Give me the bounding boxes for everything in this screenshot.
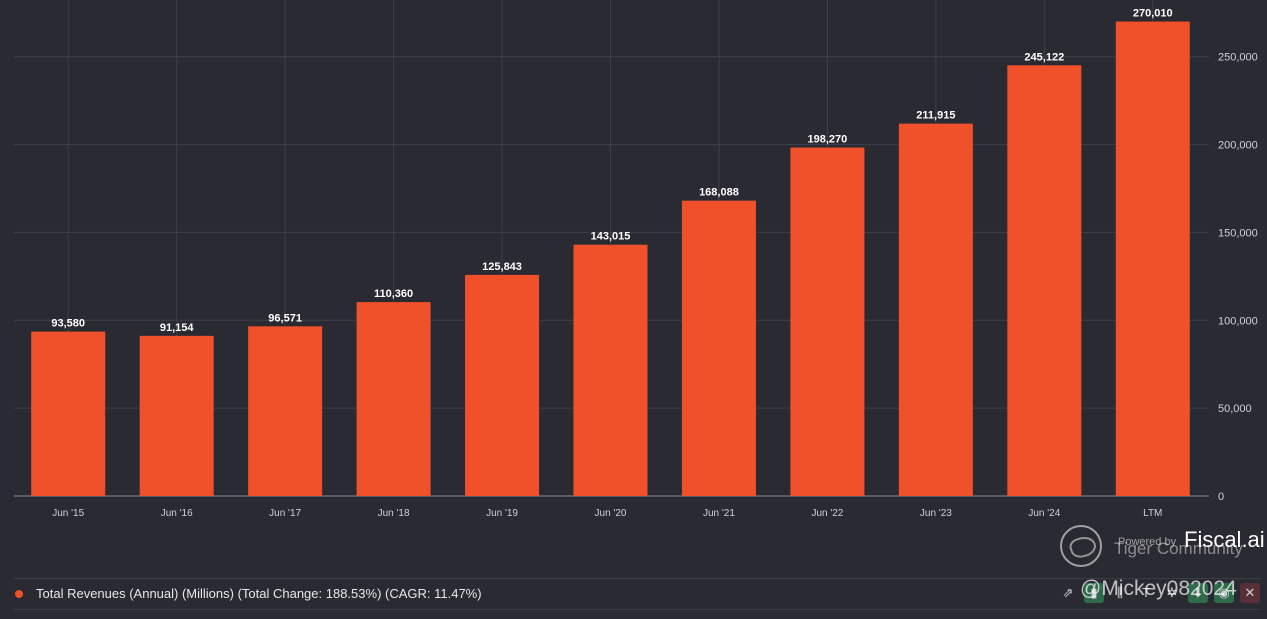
x-tick-label: Jun '22 — [811, 508, 843, 519]
x-axis-ticks: Jun '15 Jun '16 Jun '17 Jun '18 Jun '19 Jun '… — [52, 508, 1162, 519]
chart-toolbar: ⇗ ▮ ⫼ T ✲ ⬇ ◉ ✕ — [1058, 583, 1262, 603]
visibility-icon[interactable]: ◉ — [1214, 583, 1234, 603]
bar — [898, 123, 973, 496]
bar — [139, 335, 214, 496]
y-tick-label: 250,000 — [1218, 52, 1258, 64]
x-tick-label: Jun '21 — [703, 508, 735, 519]
revenue-bar-chart: 93,580 91,154 96,571 110,360 125,843 143,015 1… — [14, 0, 1258, 519]
bar — [356, 302, 431, 496]
y-axis-ticks: 0 50,000 100,000 150,000 200,000 250,000 — [1218, 52, 1258, 503]
bar — [1115, 21, 1190, 496]
bar-value-label: 270,010 — [1133, 8, 1173, 20]
download-icon[interactable]: ⬇ — [1188, 583, 1208, 603]
bar — [31, 331, 106, 496]
settings-icon[interactable]: ✲ — [1166, 585, 1178, 600]
bar-value-label: 93,580 — [51, 318, 85, 330]
watermark: Powered by Fiscal.ai Tiger Community — [1060, 525, 1265, 575]
bar-value-label: 143,015 — [591, 231, 631, 243]
bar — [248, 326, 323, 496]
x-tick-label: Jun '18 — [378, 508, 410, 519]
user-watermark: @Mickey082024 — [1080, 577, 1237, 600]
bar-value-label: 211,915 — [916, 110, 955, 122]
value-labels-group: 93,580 91,154 96,571 110,360 125,843 143,015 1… — [51, 8, 1172, 334]
font-size-icon[interactable]: T — [1142, 585, 1150, 600]
bar — [1007, 65, 1082, 496]
x-tick-label: Jun '15 — [52, 508, 84, 519]
close-icon[interactable]: ✕ — [1240, 583, 1260, 603]
bar — [681, 200, 756, 496]
legend-series-label[interactable]: Total Revenues (Annual) (Millions) (Tota… — [36, 586, 482, 601]
column-chart-icon[interactable]: ⫼ — [1117, 585, 1123, 600]
trend-icon[interactable]: ⇗ — [1062, 585, 1074, 600]
x-tick-label: Jun '17 — [269, 508, 301, 519]
x-tick-label: Jun '23 — [920, 508, 952, 519]
bar-value-label: 245,122 — [1024, 51, 1064, 63]
bar — [465, 274, 540, 496]
y-tick-label: 150,000 — [1218, 227, 1258, 239]
brand-logo-text: Fiscal.ai — [1184, 527, 1265, 552]
bar-chart-icon[interactable]: ▮ — [1084, 583, 1104, 603]
y-tick-label: 0 — [1218, 491, 1224, 503]
community-watermark: Tiger Community — [1114, 539, 1243, 558]
y-tick-label: 50,000 — [1218, 403, 1252, 415]
legend-bar: Total Revenues (Annual) (Millions) (Tota… — [14, 578, 1261, 610]
y-tick-label: 200,000 — [1218, 140, 1258, 152]
bar-value-label: 110,360 — [374, 288, 413, 300]
bars-group — [31, 21, 1190, 497]
bar-value-label: 91,154 — [160, 322, 195, 334]
x-tick-label: Jun '24 — [1028, 508, 1060, 519]
tiger-logo-icon — [1060, 525, 1102, 567]
y-tick-label: 100,000 — [1218, 315, 1258, 327]
bar-value-label: 168,088 — [699, 187, 739, 199]
bar-value-label: 125,843 — [482, 261, 522, 273]
x-tick-label: Jun '19 — [486, 508, 518, 519]
powered-by-text: Powered by — [1118, 536, 1177, 548]
x-tick-label: Jun '20 — [595, 508, 627, 519]
bar — [573, 244, 648, 496]
x-tick-label: Jun '16 — [161, 508, 193, 519]
legend-series-dot[interactable] — [15, 590, 23, 598]
bar-value-label: 96,571 — [268, 312, 302, 324]
bar-value-label: 198,270 — [808, 134, 848, 146]
bar — [790, 147, 865, 497]
x-tick-label: LTM — [1143, 508, 1162, 519]
